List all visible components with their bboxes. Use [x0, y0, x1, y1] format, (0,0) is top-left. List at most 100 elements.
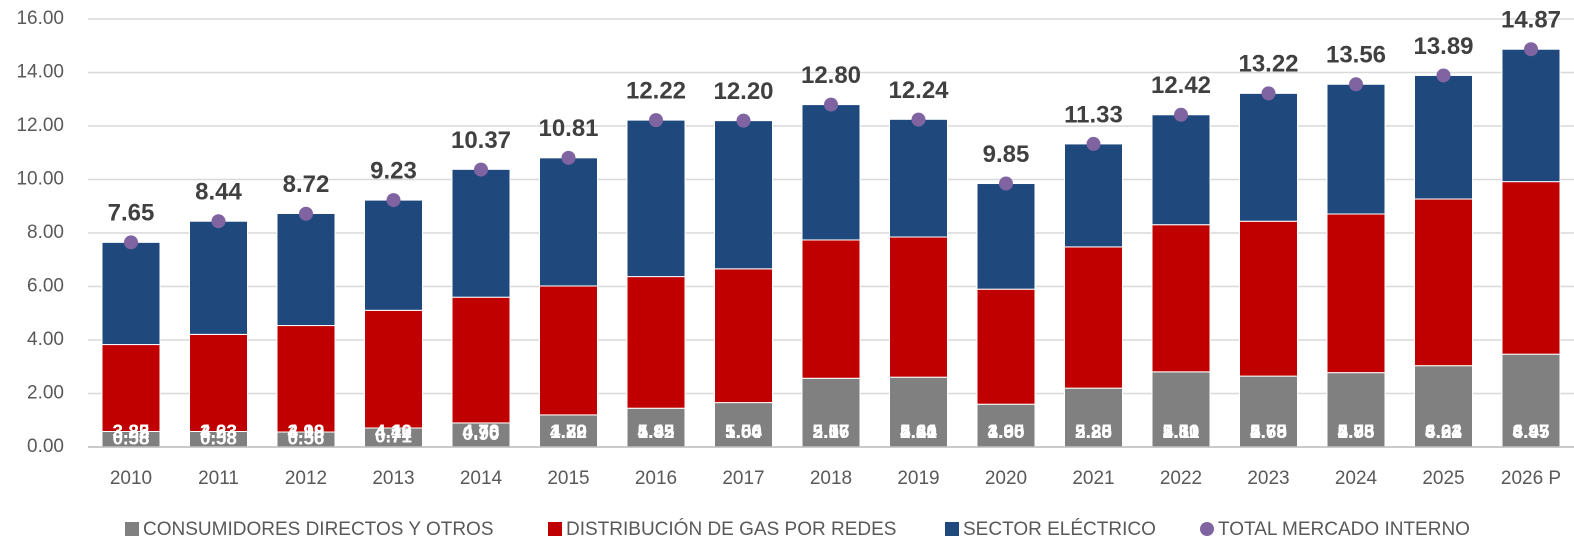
bar-segment [101, 241, 161, 346]
x-tick-label: 2018 [810, 468, 852, 489]
bar-segment [1064, 143, 1123, 248]
total-dot [999, 176, 1013, 191]
bar-segment [801, 377, 861, 448]
bar-segment [626, 407, 686, 448]
segment-label: 3.98 [288, 422, 325, 443]
bar-segment [626, 276, 686, 409]
total-label: 11.33 [1064, 101, 1123, 128]
total-label: 13.56 [1326, 42, 1386, 69]
legend-label: DISTRIBUCIÓN DE GAS POR REDES [566, 518, 896, 540]
bar-segment [1501, 181, 1561, 355]
segment-label: 4.92 [638, 422, 675, 443]
segment-label: 3.04 [1425, 422, 1462, 443]
total-dot [1174, 107, 1188, 122]
legend-marker [1200, 522, 1214, 536]
bar-segment [1239, 375, 1298, 448]
segment-label: 5.50 [1163, 422, 1200, 443]
total-dot [824, 97, 838, 112]
total-label: 10.37 [451, 127, 511, 154]
bar-segment [276, 325, 336, 433]
segment-label: 3.85 [1075, 422, 1112, 443]
segment-label: 5.79 [1250, 422, 1287, 443]
segment-label: 5.17 [813, 422, 850, 443]
segment-label: 0.58 [200, 428, 237, 449]
x-tick-label: 2026 P [1501, 468, 1561, 489]
segment-label: 1.20 [550, 422, 587, 443]
bar-segment [626, 119, 686, 278]
legend-marker [548, 522, 562, 536]
total-label: 12.42 [1151, 72, 1211, 99]
total-label: 8.72 [283, 171, 330, 198]
segment-label: 1.45 [638, 422, 675, 443]
total-dot [474, 162, 488, 177]
segment-label: 5.93 [1338, 422, 1375, 443]
total-label: 13.89 [1413, 33, 1473, 60]
y-tick-label: 4.00 [27, 329, 64, 350]
segment-label: 5.85 [638, 422, 675, 443]
segment-label: 4.70 [463, 422, 500, 443]
segment-label: 4.62 [1425, 422, 1462, 443]
bar-segment [1151, 224, 1211, 373]
segment-label: 3.95 [988, 422, 1025, 443]
total-dot [736, 113, 751, 128]
bar-segment [714, 402, 773, 448]
total-dot [1436, 68, 1451, 83]
segment-label: 0.56 [288, 429, 325, 450]
segment-label: 6.23 [1425, 422, 1462, 443]
total-dot [561, 150, 576, 165]
total-dot [1261, 86, 1276, 101]
bar-segment [539, 285, 598, 416]
bar-segment [889, 236, 948, 378]
x-tick-label: 2025 [1422, 468, 1464, 489]
segment-label: 5.00 [725, 422, 762, 443]
bar-segment [1151, 371, 1211, 448]
segment-label: 2.78 [1338, 422, 1375, 443]
bar-segment [189, 333, 248, 432]
segment-label: 4.40 [375, 422, 412, 443]
segment-label: 4.78 [1250, 422, 1287, 443]
x-tick-label: 2023 [1247, 468, 1289, 489]
segment-label: 4.23 [200, 422, 237, 443]
bar-segment [1239, 220, 1298, 377]
total-label: 7.65 [108, 200, 155, 227]
segment-label: 2.65 [1250, 422, 1287, 443]
segment-label: 4.82 [550, 422, 587, 443]
segment-label: 5.06 [813, 422, 850, 443]
segment-label: 6.45 [1513, 422, 1550, 443]
segment-label: 2.61 [900, 422, 937, 443]
bar-segment [1501, 48, 1561, 183]
total-dot [1086, 136, 1101, 151]
y-tick-label: 0.00 [27, 436, 64, 457]
total-dot [1349, 77, 1363, 92]
segment-label: 4.79 [550, 422, 587, 443]
total-label: 13.22 [1238, 51, 1298, 78]
bar-segment [1414, 74, 1473, 200]
total-label: 8.44 [195, 179, 242, 206]
legend-label: TOTAL MERCADO INTERNO [1218, 519, 1470, 540]
bar-segment [364, 199, 423, 311]
legend-label: SECTOR ELÉCTRICO [963, 519, 1156, 540]
segment-label: 3.25 [113, 422, 150, 443]
bar-segment [1064, 246, 1123, 389]
bar-segment [1151, 114, 1211, 226]
segment-label: 4.19 [288, 422, 325, 443]
x-tick-label: 2017 [722, 468, 764, 489]
total-dot [1524, 42, 1538, 57]
segment-label: 4.95 [1513, 422, 1550, 443]
x-tick-label: 2021 [1072, 468, 1114, 489]
bar-segment [276, 212, 336, 327]
bar-segment [451, 422, 511, 448]
bar-segment [451, 296, 511, 424]
segment-label: 1.66 [725, 422, 762, 443]
segment-label: 4.78 [463, 422, 500, 443]
total-label: 9.85 [983, 141, 1030, 168]
x-tick-label: 2011 [198, 468, 239, 489]
segment-label: 3.82 [113, 422, 150, 443]
y-tick-label: 12.00 [16, 115, 64, 136]
segment-label: 0.58 [113, 428, 150, 449]
bar-segment [714, 120, 773, 270]
segment-label: 2.81 [1163, 422, 1200, 443]
segment-label: 5.24 [900, 422, 937, 443]
total-label: 12.22 [626, 77, 686, 104]
